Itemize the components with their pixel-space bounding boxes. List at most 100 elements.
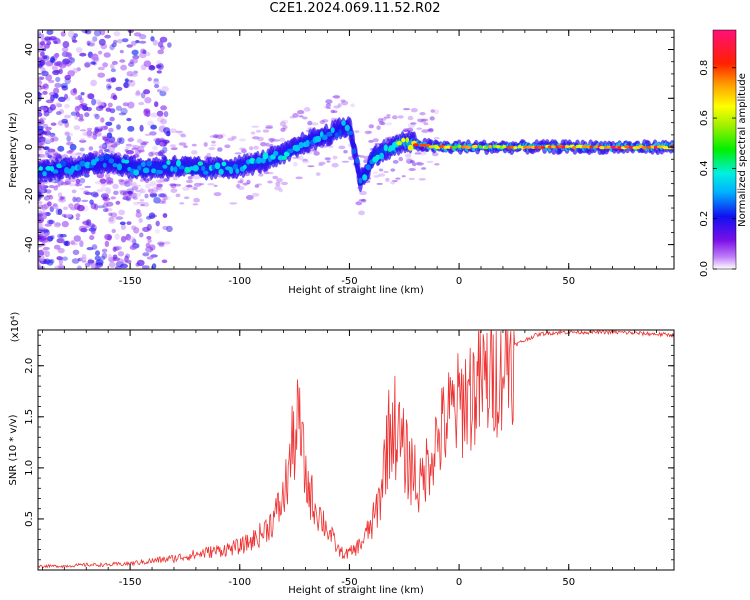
noise-speck — [92, 56, 100, 63]
noise-speck — [60, 196, 66, 199]
noise-speck — [311, 122, 319, 126]
noise-speck — [263, 171, 270, 175]
noise-speck — [159, 36, 168, 43]
noise-speck — [119, 189, 127, 193]
noise-speck — [45, 189, 52, 194]
noise-speck — [158, 200, 164, 204]
noise-speck — [73, 235, 82, 242]
noise-speck — [102, 62, 108, 68]
noise-speck — [86, 40, 91, 46]
noise-speck — [147, 77, 152, 82]
noise-speck — [57, 208, 63, 215]
noise-speck — [160, 118, 168, 125]
noise-speck — [118, 137, 125, 145]
spectral-peak — [650, 145, 655, 149]
spectral-peak — [201, 165, 206, 172]
noise-speck — [56, 256, 63, 261]
noise-speck — [126, 79, 133, 83]
noise-speck — [57, 145, 65, 152]
noise-speck — [341, 100, 349, 106]
spectral-peak — [422, 143, 428, 147]
noise-speck — [333, 94, 341, 99]
noise-speck — [39, 45, 46, 51]
noise-speck — [64, 114, 72, 119]
noise-speck — [302, 116, 308, 120]
noise-speck — [41, 212, 47, 220]
spectral-peak — [346, 130, 354, 135]
noise-speck — [154, 83, 160, 89]
noise-speck — [332, 155, 338, 160]
noise-speck — [131, 147, 139, 151]
noise-speck — [40, 187, 48, 194]
spectral-peak — [413, 143, 419, 147]
noise-speck — [143, 89, 151, 95]
noise-speck — [124, 181, 131, 187]
noise-speck — [150, 112, 158, 118]
x-tick-label: 50 — [562, 276, 575, 287]
noise-speck — [110, 212, 118, 218]
noise-speck — [39, 76, 45, 80]
noise-speck — [70, 240, 75, 245]
noise-speck — [100, 255, 106, 261]
noise-speck — [126, 71, 134, 77]
noise-speck — [139, 34, 147, 40]
noise-speck — [145, 51, 151, 57]
noise-speck — [38, 256, 41, 264]
noise-speck — [192, 203, 199, 206]
noise-speck — [392, 160, 399, 164]
noise-speck — [113, 39, 118, 45]
noise-speck — [74, 105, 80, 113]
noise-speck — [97, 205, 105, 209]
noise-speck — [63, 240, 69, 246]
noise-speck — [43, 146, 50, 151]
noise-speck — [385, 137, 391, 140]
noise-speck — [161, 200, 167, 204]
noise-speck — [83, 190, 90, 195]
noise-speck — [82, 132, 90, 136]
noise-speck — [332, 95, 340, 99]
noise-speck — [43, 185, 49, 189]
noise-speck — [38, 154, 45, 158]
noise-speck — [79, 139, 87, 143]
spectral-peak — [401, 138, 406, 143]
noise-speck — [162, 146, 168, 154]
noise-speck — [386, 114, 391, 117]
spectral-peak — [662, 146, 670, 150]
y-tick-label: 1.0 — [24, 460, 35, 476]
noise-speck — [293, 161, 298, 167]
noise-speck — [392, 115, 398, 120]
noise-speck — [129, 245, 137, 250]
noise-speck — [165, 131, 171, 137]
noise-speck — [57, 263, 65, 269]
noise-speck — [118, 180, 127, 185]
noise-speck — [341, 160, 350, 163]
noise-speck — [175, 193, 181, 198]
noise-speck — [182, 186, 190, 191]
spectral-peak — [457, 144, 462, 148]
noise-speck — [103, 52, 111, 58]
noise-speck — [75, 183, 83, 187]
noise-speck — [53, 40, 58, 45]
spectral-peak — [170, 166, 174, 172]
noise-speck — [170, 183, 177, 189]
noise-speck — [368, 139, 374, 143]
noise-speck — [416, 162, 424, 166]
noise-speck — [149, 244, 156, 251]
noise-speck — [38, 59, 47, 66]
noise-speck — [106, 83, 112, 91]
noise-speck — [140, 48, 146, 54]
noise-speck — [43, 195, 51, 201]
noise-speck — [122, 102, 129, 107]
spectral-peak — [94, 157, 100, 162]
noise-speck — [104, 34, 111, 39]
spectral-peak — [624, 145, 630, 149]
x-tick-label: -50 — [341, 276, 357, 287]
noise-speck — [153, 189, 158, 192]
noise-speck — [139, 149, 145, 153]
noise-speck — [158, 141, 165, 146]
noise-speck — [41, 70, 49, 77]
noise-speck — [380, 121, 386, 126]
noise-speck — [50, 137, 55, 143]
noise-speck — [79, 129, 87, 132]
noise-speck — [96, 125, 104, 130]
